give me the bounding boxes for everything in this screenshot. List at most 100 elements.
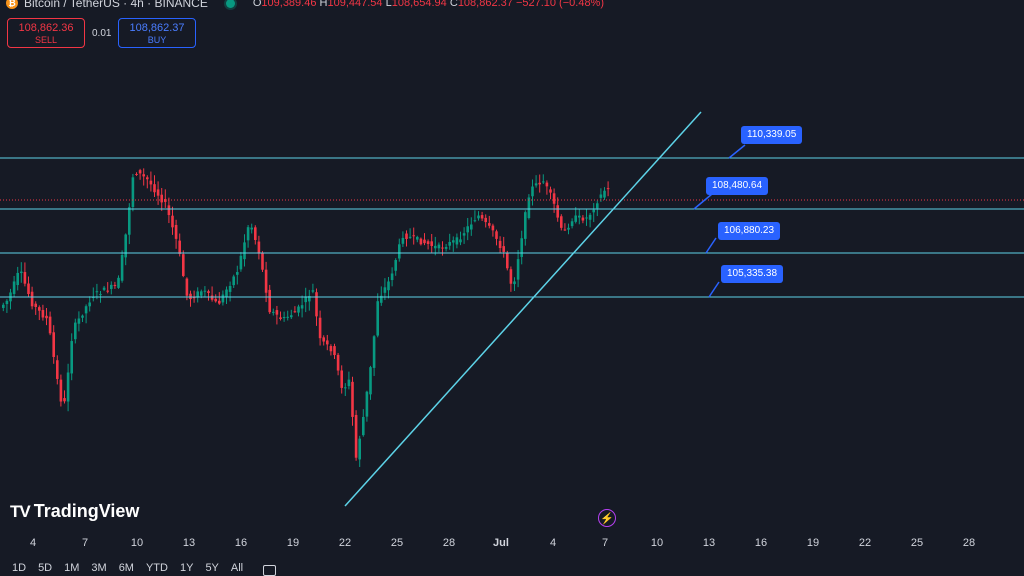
candle-body	[300, 305, 304, 309]
candle-body	[120, 255, 124, 281]
candle-body	[556, 205, 559, 218]
candle-body	[434, 245, 437, 249]
candle-body	[88, 302, 91, 307]
candle-body	[48, 316, 52, 334]
candle-body	[542, 181, 545, 183]
time-axis-label: 28	[442, 537, 456, 549]
time-axis-label: 7	[601, 537, 609, 549]
candle-body	[383, 287, 387, 293]
candle-body	[272, 311, 275, 313]
candle-body	[311, 290, 315, 292]
candle-body	[210, 295, 214, 300]
candle-body	[99, 294, 102, 296]
candle-body	[441, 247, 444, 249]
candle-body	[491, 225, 495, 231]
candle-body	[70, 341, 73, 374]
range-button-1d[interactable]: 1D	[12, 562, 27, 574]
range-button-5y[interactable]: 5Y	[205, 562, 219, 574]
candle-body	[588, 214, 592, 220]
level-label-2[interactable]: 108,480.64	[706, 177, 769, 195]
candle-body	[405, 233, 408, 239]
candle-body	[261, 252, 264, 270]
candle-body	[110, 284, 113, 289]
time-axis-label: 25	[390, 537, 404, 549]
candle-body	[56, 360, 59, 379]
lightning-icon[interactable]: ⚡	[598, 509, 616, 527]
range-button-3m[interactable]: 3M	[91, 562, 107, 574]
candle-body	[408, 236, 412, 238]
callout-pointer-2	[693, 193, 713, 210]
candle-body	[45, 315, 48, 319]
candle-body	[380, 295, 383, 303]
sell-button[interactable]: 108,862.36 SELL	[7, 18, 85, 48]
symbol-title[interactable]: Bitcoin / TetherUS · 4h · BINANCE	[24, 0, 208, 10]
candle-body	[506, 252, 509, 269]
candle-body	[387, 281, 390, 291]
candle-body	[286, 316, 289, 318]
candle-body	[282, 317, 286, 319]
sell-label: SELL	[34, 35, 58, 45]
candle-body	[488, 223, 491, 226]
candle-body	[138, 170, 142, 174]
candle-body	[315, 292, 318, 317]
range-button-all[interactable]: All	[230, 562, 244, 574]
candle-body	[347, 379, 351, 387]
candle-body	[599, 194, 603, 198]
candle-body	[452, 240, 455, 243]
time-axis-label: 13	[702, 537, 716, 549]
level-label-1[interactable]: 110,339.05	[741, 126, 803, 144]
candle-body	[563, 229, 567, 231]
candle-body	[207, 291, 210, 293]
chart-header: ₿ Bitcoin / TetherUS · 4h · BINANCE O109…	[0, 0, 1024, 11]
range-button-1m[interactable]: 1M	[64, 562, 80, 574]
candle-body	[34, 303, 37, 307]
sell-price: 108,862.36	[18, 22, 74, 34]
candle-body	[171, 215, 174, 228]
time-axis[interactable]: 4 7 10 13 16 19 22 25 28 Jul 4 7 10 13 16 19 22 25 28	[0, 530, 1024, 550]
candle-body	[146, 177, 149, 180]
candle-body	[596, 203, 599, 209]
candle-body	[293, 311, 297, 313]
candle-body	[182, 254, 185, 276]
range-button-ytd[interactable]: YTD	[145, 562, 168, 574]
candle-body	[426, 241, 430, 245]
candle-body	[534, 183, 538, 186]
candle-body	[484, 217, 487, 223]
range-button-6m[interactable]: 6M	[118, 562, 134, 574]
range-bar: 1D 5D 1M 3M 6M YTD 1Y 5Y All	[0, 562, 243, 576]
candle-body	[326, 340, 329, 345]
buy-price: 108,862.37	[129, 22, 185, 34]
price-chart[interactable]	[0, 0, 1024, 530]
candle-body	[322, 337, 325, 342]
trend-line	[344, 111, 702, 507]
candle-body	[369, 367, 372, 395]
candle-body	[5, 300, 9, 305]
range-button-1y[interactable]: 1Y	[179, 562, 194, 574]
buy-label: BUY	[147, 35, 167, 45]
candle-body	[250, 227, 253, 230]
candle-body	[52, 332, 55, 357]
candle-body	[444, 247, 448, 249]
callout-pointer-4	[708, 281, 720, 298]
time-axis-label: 7	[81, 537, 89, 549]
range-button-5d[interactable]: 5D	[38, 562, 53, 574]
candle-body	[167, 205, 171, 216]
level-label-4[interactable]: 105,335.38	[721, 265, 784, 283]
candle-body	[203, 290, 207, 292]
candle-body	[567, 227, 570, 230]
calendar-icon[interactable]	[263, 565, 276, 576]
candle-body	[113, 284, 117, 286]
candle-body	[524, 212, 527, 239]
candle-body	[38, 307, 41, 311]
candle-body	[527, 197, 531, 219]
callout-pointer-3	[705, 237, 717, 254]
candle-body	[516, 259, 520, 280]
candle-body	[246, 227, 250, 241]
candle-body	[585, 217, 588, 219]
candle-body	[470, 224, 473, 230]
time-axis-label: 28	[962, 537, 976, 549]
level-label-3[interactable]: 106,880.23	[718, 222, 781, 240]
buy-button[interactable]: 108,862.37 BUY	[118, 18, 196, 48]
candle-body	[509, 269, 513, 284]
candle-body	[574, 215, 577, 222]
